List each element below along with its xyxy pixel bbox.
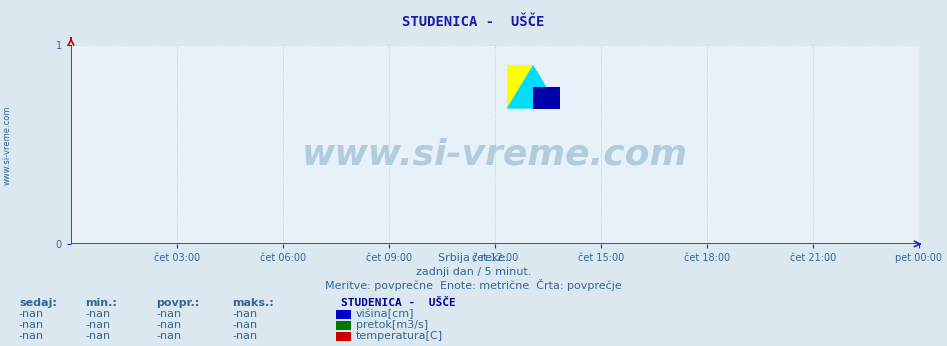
Text: višina[cm]: višina[cm]	[356, 309, 415, 319]
Text: maks.:: maks.:	[232, 298, 274, 308]
Text: povpr.:: povpr.:	[156, 298, 200, 308]
Text: -nan: -nan	[156, 320, 182, 330]
Text: www.si-vreme.com: www.si-vreme.com	[302, 137, 688, 171]
Polygon shape	[507, 65, 560, 109]
Text: min.:: min.:	[85, 298, 117, 308]
Text: temperatura[C]: temperatura[C]	[356, 331, 443, 341]
Polygon shape	[507, 65, 533, 109]
Text: STUDENICA -  UŠČE: STUDENICA - UŠČE	[341, 298, 456, 308]
Text: sedaj:: sedaj:	[19, 298, 57, 308]
Text: -nan: -nan	[19, 331, 45, 341]
Text: zadnji dan / 5 minut.: zadnji dan / 5 minut.	[416, 267, 531, 276]
Text: -nan: -nan	[19, 309, 45, 319]
Text: -nan: -nan	[85, 320, 111, 330]
Text: -nan: -nan	[156, 309, 182, 319]
Text: -nan: -nan	[232, 309, 258, 319]
Text: Srbija / reke.: Srbija / reke.	[438, 253, 509, 263]
Text: www.si-vreme.com: www.si-vreme.com	[3, 106, 12, 185]
Text: Meritve: povprečne  Enote: metrične  Črta: povprečje: Meritve: povprečne Enote: metrične Črta:…	[325, 280, 622, 291]
Text: -nan: -nan	[232, 331, 258, 341]
Text: -nan: -nan	[85, 309, 111, 319]
Text: -nan: -nan	[85, 331, 111, 341]
Text: pretok[m3/s]: pretok[m3/s]	[356, 320, 428, 330]
Polygon shape	[533, 87, 560, 109]
Text: STUDENICA -  UŠČE: STUDENICA - UŠČE	[402, 16, 545, 29]
Text: -nan: -nan	[232, 320, 258, 330]
Text: -nan: -nan	[156, 331, 182, 341]
Text: -nan: -nan	[19, 320, 45, 330]
